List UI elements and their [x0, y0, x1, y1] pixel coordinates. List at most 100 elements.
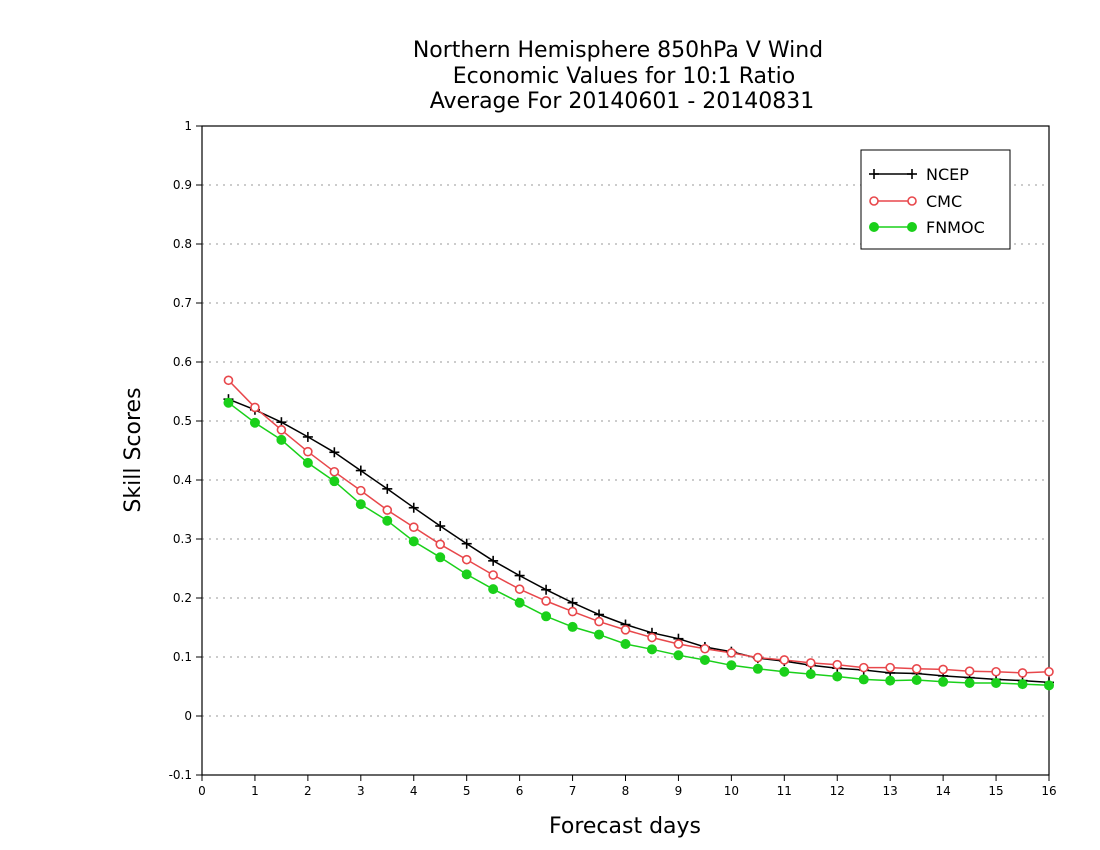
fnmoc-point: [567, 621, 578, 632]
fnmoc-point: [646, 644, 657, 655]
x-tick-label: 5: [463, 784, 471, 798]
ncep-point: [355, 465, 366, 476]
cmc-points: [223, 375, 1054, 678]
x-tick-label: 12: [830, 784, 845, 798]
y-tick-label: 1: [184, 119, 192, 133]
fnmoc-point: [276, 434, 287, 445]
ncep-point: [382, 483, 393, 494]
fnmoc-point: [1017, 679, 1028, 690]
legend-label: NCEP: [926, 165, 969, 184]
cmc-point: [938, 664, 948, 675]
legend-item-cmc: CMC: [869, 192, 962, 211]
ncep-series: [228, 398, 1050, 684]
x-tick-label: 3: [357, 784, 365, 798]
y-tick-label: 0.5: [173, 414, 192, 428]
legend-marker: [869, 196, 879, 206]
x-tick-label: 4: [410, 784, 418, 798]
legend: NCEP CMC FNMOC: [860, 149, 1011, 250]
fnmoc-series: [228, 402, 1050, 687]
x-tick-label: 7: [569, 784, 577, 798]
legend-box: [860, 149, 1011, 250]
x-tick-label: 0: [198, 784, 206, 798]
y-tick-label: 0.7: [173, 296, 192, 310]
legend-label: CMC: [926, 192, 962, 211]
chart-title-line-3: Average For 20140601 - 20140831: [430, 89, 815, 114]
y-tick-label: -0.1: [169, 768, 192, 782]
cmc-point: [408, 522, 419, 533]
fnmoc-point: [461, 569, 472, 580]
cmc-point: [647, 632, 657, 643]
cmc-point: [779, 655, 790, 665]
ncep-point: [329, 447, 340, 458]
cmc-point: [911, 663, 922, 674]
legend-marker: [869, 222, 879, 232]
ncep-point: [435, 521, 446, 532]
fnmoc-point: [223, 397, 234, 408]
fnmoc-point: [249, 417, 260, 428]
legend-label: FNMOC: [926, 218, 985, 237]
fnmoc-line: [228, 402, 1050, 687]
cmc-point: [1044, 666, 1054, 677]
cmc-point: [250, 402, 260, 413]
fnmoc-point: [858, 674, 869, 685]
fnmoc-point: [885, 675, 896, 686]
cmc-point: [858, 662, 869, 673]
x-tick-label: 10: [724, 784, 739, 798]
fnmoc-point: [408, 536, 419, 547]
fnmoc-point: [726, 660, 737, 671]
axis-ticks: -0.100.10.20.30.40.50.60.70.80.910 1 2 3 4 5 6…: [169, 119, 1057, 798]
fnmoc-point: [938, 676, 949, 687]
fnmoc-point: [302, 457, 313, 468]
x-tick-label: 11: [777, 784, 792, 798]
cmc-point: [1017, 668, 1028, 678]
cmc-point: [700, 643, 710, 654]
legend-marker: [907, 169, 917, 179]
cmc-point: [832, 659, 843, 670]
cmc-point: [885, 662, 895, 673]
legend-item-fnmoc: FNMOC: [869, 218, 985, 237]
cmc-point: [461, 554, 472, 565]
chart-title-line-2: Economic Values for 10:1 Ratio: [453, 64, 795, 89]
x-tick-label: 6: [516, 784, 524, 798]
y-gridlines: [202, 184, 1049, 717]
x-tick-label: 8: [622, 784, 630, 798]
chart-title: Northern Hemisphere 850hPa V Wind Econom…: [413, 38, 823, 114]
legend-marker: [907, 222, 917, 232]
fnmoc-point: [329, 476, 340, 487]
fnmoc-point: [911, 675, 922, 686]
cmc-point: [435, 539, 446, 550]
ncep-point: [302, 431, 313, 442]
cmc-point: [753, 652, 763, 663]
fnmoc-point: [964, 677, 975, 688]
cmc-point: [488, 570, 498, 580]
cmc-point: [356, 485, 366, 496]
fnmoc-point: [620, 639, 631, 650]
ncep-line: [228, 398, 1050, 684]
ncep-point: [514, 570, 525, 581]
y-tick-label: 0.4: [173, 473, 192, 487]
cmc-point: [805, 658, 816, 668]
ncep-points: [223, 394, 1054, 688]
x-axis-title: Forecast days: [549, 814, 701, 839]
y-tick-label: 0.3: [173, 532, 192, 546]
cmc-point: [726, 648, 737, 658]
x-tick-label: 2: [304, 784, 312, 798]
y-axis-title: Skill Scores: [121, 387, 146, 512]
cmc-point: [382, 505, 393, 515]
cmc-point: [991, 666, 1001, 677]
cmc-point: [541, 596, 551, 606]
legend-marker: [869, 169, 879, 179]
fnmoc-point: [435, 552, 446, 563]
x-tick-label: 9: [675, 784, 683, 798]
x-tick-label: 15: [988, 784, 1003, 798]
y-tick-label: 0.8: [173, 237, 192, 251]
fnmoc-point: [699, 654, 710, 665]
cmc-point: [620, 625, 631, 635]
fnmoc-point: [991, 677, 1002, 688]
fnmoc-point: [1044, 680, 1054, 691]
cmc-point: [964, 666, 975, 676]
ncep-point: [461, 538, 472, 549]
y-tick-label: 0.9: [173, 178, 192, 192]
x-tick-label: 16: [1041, 784, 1056, 798]
